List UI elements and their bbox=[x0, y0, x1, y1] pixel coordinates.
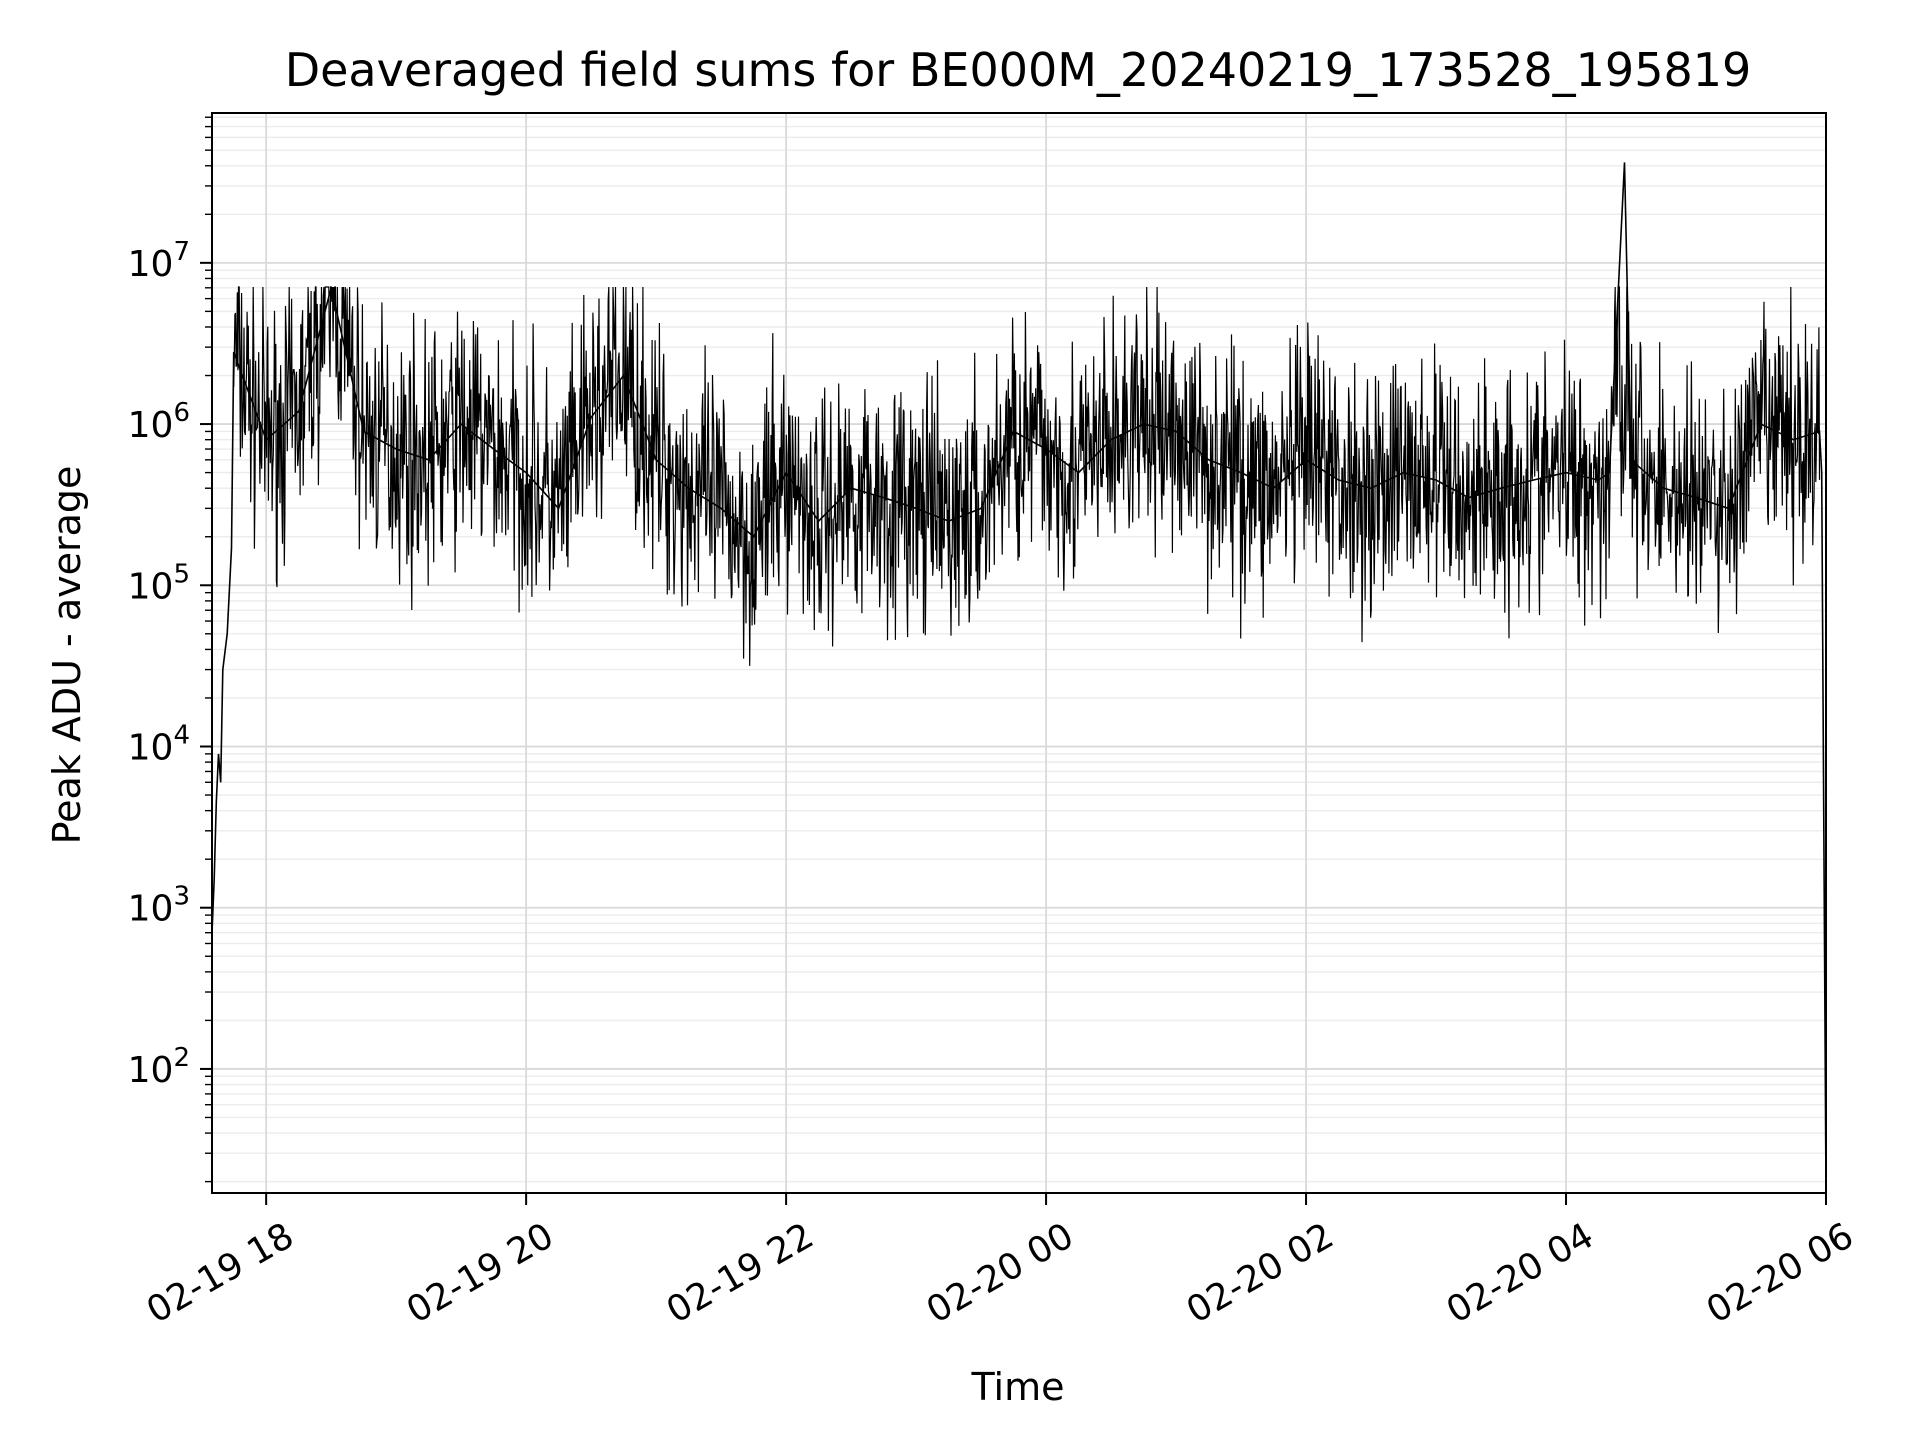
plot-frame bbox=[211, 112, 1827, 1194]
y-axis: 102 103 104 105 106 107 bbox=[128, 116, 212, 1183]
x-axis-label: Time bbox=[971, 1365, 1065, 1409]
y-tick-label: 105 bbox=[128, 559, 190, 607]
major-gridlines bbox=[212, 113, 1827, 1193]
chart-title: Deaveraged field sums for BE000M_2024021… bbox=[285, 43, 1752, 97]
y-tick-label: 102 bbox=[128, 1043, 190, 1091]
data-line bbox=[211, 162, 1827, 1194]
y-tick-label: 107 bbox=[128, 237, 190, 285]
y-axis-label: Peak ADU - average bbox=[45, 466, 89, 845]
y-tick-label: 103 bbox=[128, 882, 190, 930]
data-line-texture bbox=[233, 286, 1821, 666]
y-tick-label: 104 bbox=[128, 720, 190, 768]
y-tick-label: 106 bbox=[128, 398, 190, 446]
